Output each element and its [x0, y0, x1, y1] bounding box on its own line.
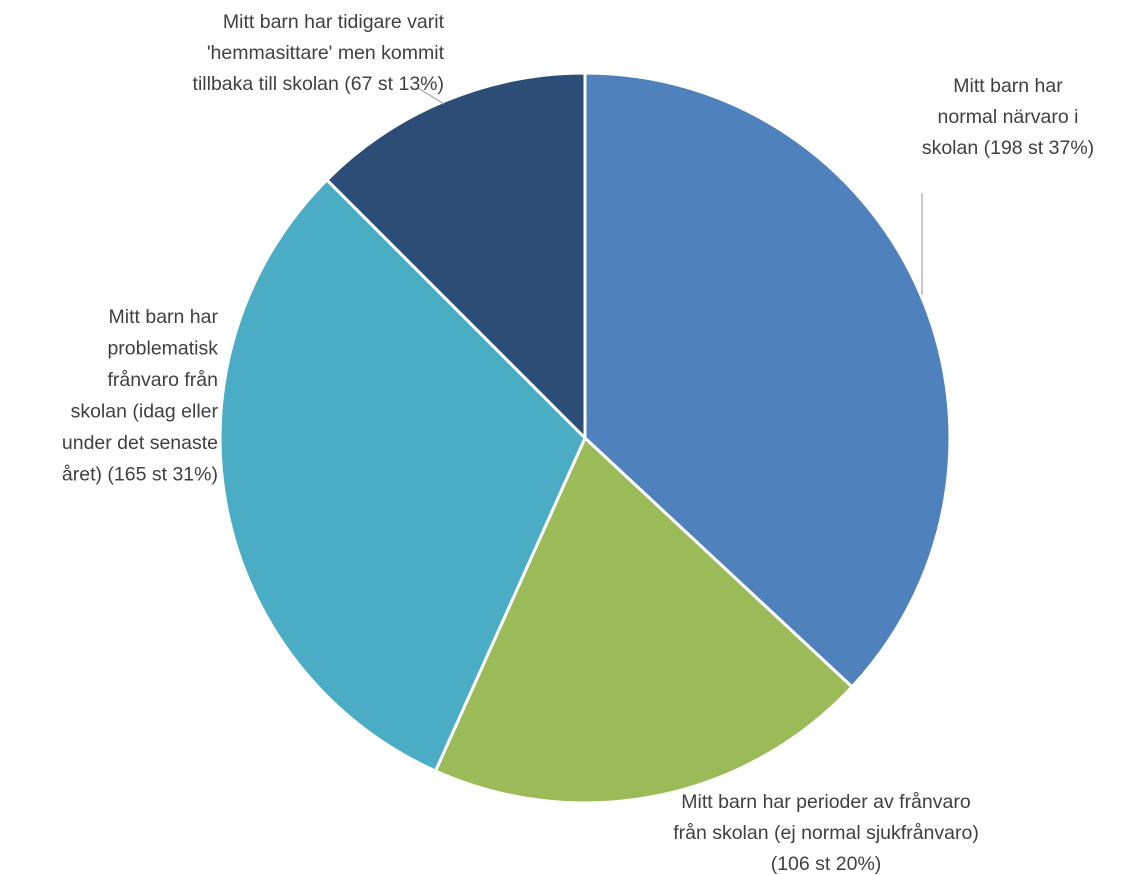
slice-label-line: skolan (idag eller	[71, 401, 219, 423]
slice-label-line: under det senaste	[62, 432, 218, 454]
slice-label-line: från skolan (ej normal sjukfrånvaro)	[673, 822, 979, 844]
pie-slices	[218, 71, 952, 805]
slice-label-problematisk-franvaro: Mitt barn har problematisk frånvaro från sk…	[62, 306, 219, 486]
leader-lines	[417, 87, 923, 295]
pie-slice-normal-narvaro	[583, 71, 952, 689]
slice-label-line: Mitt barn har	[109, 306, 219, 328]
slice-label-hemmasittare: Mitt barn har tidigare varit 'hemmasittar…	[193, 11, 445, 95]
leader-line-hemmasittare	[417, 87, 445, 105]
slice-label-line: Mitt barn har	[953, 75, 1063, 97]
slice-label-normal-narvaro: Mitt barn har normal närvaro i skolan (198…	[922, 75, 1094, 159]
slice-label-line: skolan (198 st 37%)	[922, 137, 1094, 159]
slice-label-perioder-franvaro: Mitt barn har perioder av frånvaro från s…	[673, 791, 979, 875]
slice-label-line: Mitt barn har perioder av frånvaro	[681, 791, 971, 813]
slice-label-line: 'hemmasittare' men kommit	[207, 42, 445, 64]
pie-slice-perioder-franvaro	[434, 436, 854, 805]
pie-slice-hemmasittare	[325, 71, 587, 440]
pie-slice-problematisk-franvaro	[218, 178, 587, 773]
slice-labels: Mitt barn har normal närvaro i skolan (198…	[62, 11, 1094, 875]
slice-label-line: året) (165 st 31%)	[62, 464, 218, 486]
slice-label-line: frånvaro från	[107, 369, 218, 391]
slice-label-line: Mitt barn har tidigare varit	[223, 11, 445, 33]
slice-label-line: problematisk	[107, 338, 218, 360]
slice-label-line: normal närvaro i	[938, 106, 1079, 128]
slice-label-line: (106 st 20%)	[771, 853, 882, 875]
slice-label-line: tillbaka till skolan (67 st 13%)	[193, 73, 444, 95]
